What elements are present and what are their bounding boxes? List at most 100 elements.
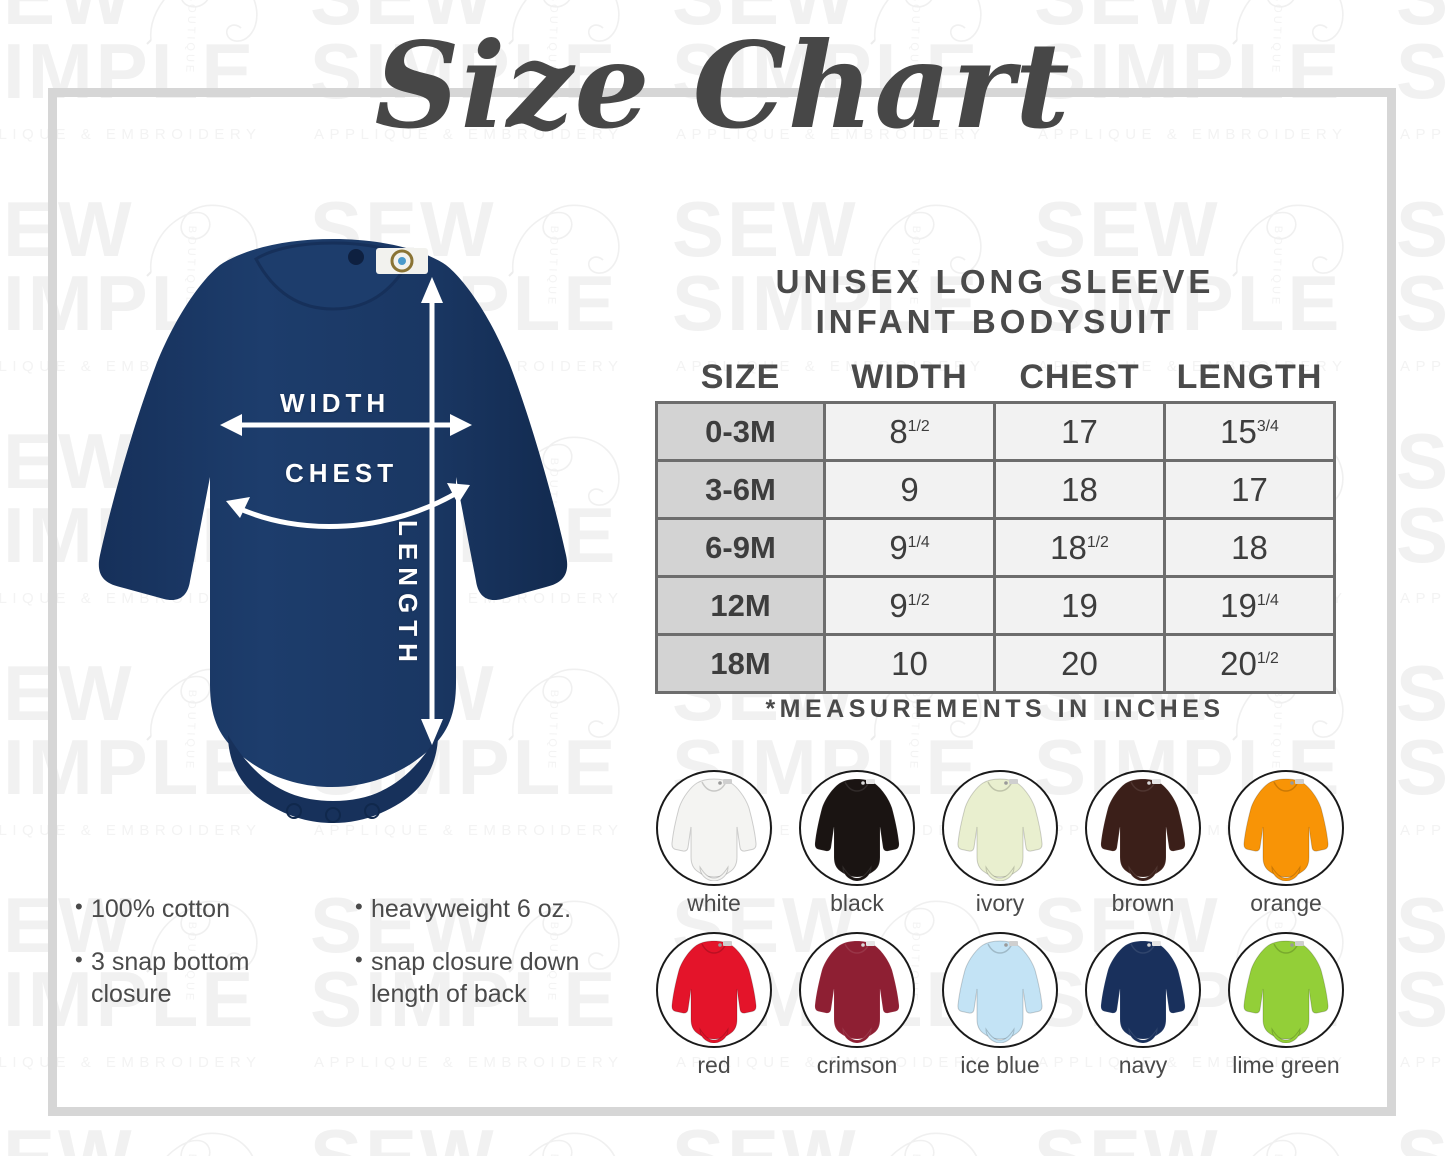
needle-thread-icon (528, 1132, 616, 1156)
watermark-simple: SIMPLE (1396, 491, 1445, 579)
bodysuit-body (98, 239, 568, 787)
watermark-tagline: APPLIQUE & EMBROIDERY (1400, 358, 1445, 375)
watermark-simple: SIMPLE (1396, 259, 1445, 347)
color-swatch-circle[interactable] (656, 770, 772, 886)
watermark-simple: SIMPLE (1396, 723, 1445, 811)
color-swatch-circle[interactable] (656, 932, 772, 1048)
list-item: • snap closure down length of back (355, 946, 605, 1011)
color-swatch[interactable]: red (650, 932, 778, 1079)
garment-illustration (60, 215, 620, 840)
page-title: Size Chart (374, 16, 1071, 155)
color-swatch[interactable]: brown (1079, 770, 1207, 917)
width-label: WIDTH (280, 388, 391, 418)
color-swatch-circle[interactable] (799, 932, 915, 1048)
swatch-bodysuit-icon (1243, 940, 1329, 1043)
swatch-bodysuit-icon (1100, 778, 1186, 881)
feature-text: snap closure down length of back (371, 947, 580, 1009)
size-chart-table-body: 0-3M 81/2 17 153/4 3-6M 9 18 17 6-9M 91/4 181/2 18 1… (655, 401, 1336, 694)
swatch-bodysuit-icon (671, 778, 757, 881)
color-swatch[interactable]: lime green (1222, 932, 1350, 1079)
table-header-row: SIZE WIDTH CHEST LENGTH (657, 358, 1335, 403)
table-row: 3-6M 9 18 17 (655, 459, 1336, 520)
features-column-2: • heavyweight 6 oz. • snap closure down … (355, 893, 605, 1031)
color-swatch-label: ice blue (960, 1052, 1040, 1078)
color-swatch[interactable]: white (650, 770, 778, 917)
color-swatch[interactable]: navy (1079, 932, 1207, 1079)
color-swatch-label: black (830, 890, 884, 916)
color-swatch-grid: white black ivory brown orange red crimson ice… (650, 770, 1350, 1094)
color-swatch-circle[interactable] (1228, 932, 1344, 1048)
color-swatch-circle[interactable] (942, 932, 1058, 1048)
color-swatch-circle[interactable] (1228, 770, 1344, 886)
list-item: • 3 snap bottom closure (75, 946, 325, 1011)
color-swatch-row-1: white black ivory brown orange (650, 770, 1350, 917)
color-swatch-label: crimson (816, 1052, 898, 1078)
color-swatch-row-2: red crimson ice blue navy lime green (650, 932, 1350, 1079)
needle-thread-icon (1252, 1132, 1340, 1156)
cell-chest: 18 (993, 459, 1166, 520)
watermark-sew: SEW (1396, 881, 1445, 969)
bullet-dot-icon: • (355, 946, 363, 972)
needle-thread-icon (890, 1132, 978, 1156)
feature-text: 3 snap bottom closure (91, 947, 250, 1009)
table-row: 18M 10 20 201/2 (655, 633, 1336, 694)
color-swatch[interactable]: black (793, 770, 921, 917)
color-swatch[interactable]: crimson (793, 932, 921, 1079)
fraction: 1/2 (1086, 533, 1109, 551)
watermark-tagline: APPLIQUE & EMBROIDERY (1400, 590, 1445, 607)
cell-width: 91/4 (823, 517, 996, 578)
color-swatch-circle[interactable] (942, 770, 1058, 886)
width-arrow-right-head-icon (450, 414, 472, 436)
cell-size: 18M (655, 633, 826, 694)
color-swatch[interactable]: orange (1222, 770, 1350, 917)
column-header-width: WIDTH (851, 358, 968, 396)
table-row: 0-3M 81/2 17 153/4 (655, 401, 1336, 462)
bottom-snaps-icon (286, 803, 380, 823)
color-swatch-circle[interactable] (1085, 932, 1201, 1048)
bullet-dot-icon: • (75, 946, 83, 972)
length-arrow-bottom-head-icon (421, 719, 443, 745)
chest-label: CHEST (285, 458, 399, 488)
needle-thread-icon (166, 1132, 254, 1156)
color-swatch-circle[interactable] (799, 770, 915, 886)
size-chart-table-wrapper: SIZE WIDTH CHEST LENGTH 0-3M 81/2 17 153/4 3… (655, 358, 1336, 694)
size-chart-table: SIZE WIDTH CHEST LENGTH 0-3M 81/2 17 153/4 3… (655, 358, 1336, 694)
swatch-bodysuit-icon (957, 778, 1043, 881)
watermark-sew: SEW (1034, 1118, 1221, 1156)
measurements-note: *MEASUREMENTS IN INCHES (765, 695, 1225, 723)
swatch-bodysuit-icon (1100, 940, 1186, 1043)
cell-width: 91/2 (823, 575, 996, 636)
fraction: 1/4 (1256, 591, 1279, 609)
cell-size: 6-9M (655, 517, 826, 578)
color-swatch[interactable]: ivory (936, 770, 1064, 917)
color-swatch-label: orange (1250, 890, 1322, 916)
cell-width: 81/2 (823, 401, 996, 462)
color-swatch-label: lime green (1232, 1052, 1340, 1078)
color-swatch[interactable]: ice blue (936, 932, 1064, 1079)
watermark-sew: SEW (0, 1118, 135, 1156)
swatch-bodysuit-icon (957, 940, 1043, 1043)
cell-length: 201/2 (1163, 633, 1336, 694)
watermark-sew: SEW (672, 1118, 859, 1156)
features-list: • 100% cotton • 3 snap bottom closure • … (75, 893, 635, 1031)
table-row: 6-9M 91/4 181/2 18 (655, 517, 1336, 578)
watermark-sew: SEW (672, 185, 859, 273)
cell-length: 18 (1163, 517, 1336, 578)
product-title-line-1: UNISEX LONG SLEEVE (775, 263, 1215, 300)
cell-chest: 20 (993, 633, 1166, 694)
color-swatch-circle[interactable] (1085, 770, 1201, 886)
swatch-bodysuit-icon (814, 778, 900, 881)
cell-size: 12M (655, 575, 826, 636)
watermark-tagline: APPLIQUE & EMBROIDERY (1400, 822, 1445, 839)
feature-text: 100% cotton (91, 895, 230, 923)
product-title-line-2: INFANT BODYSUIT (815, 303, 1175, 341)
color-swatch-label: red (697, 1052, 731, 1078)
watermark-sew: SEW (1396, 185, 1445, 273)
width-arrow-left-head-icon (220, 414, 242, 436)
